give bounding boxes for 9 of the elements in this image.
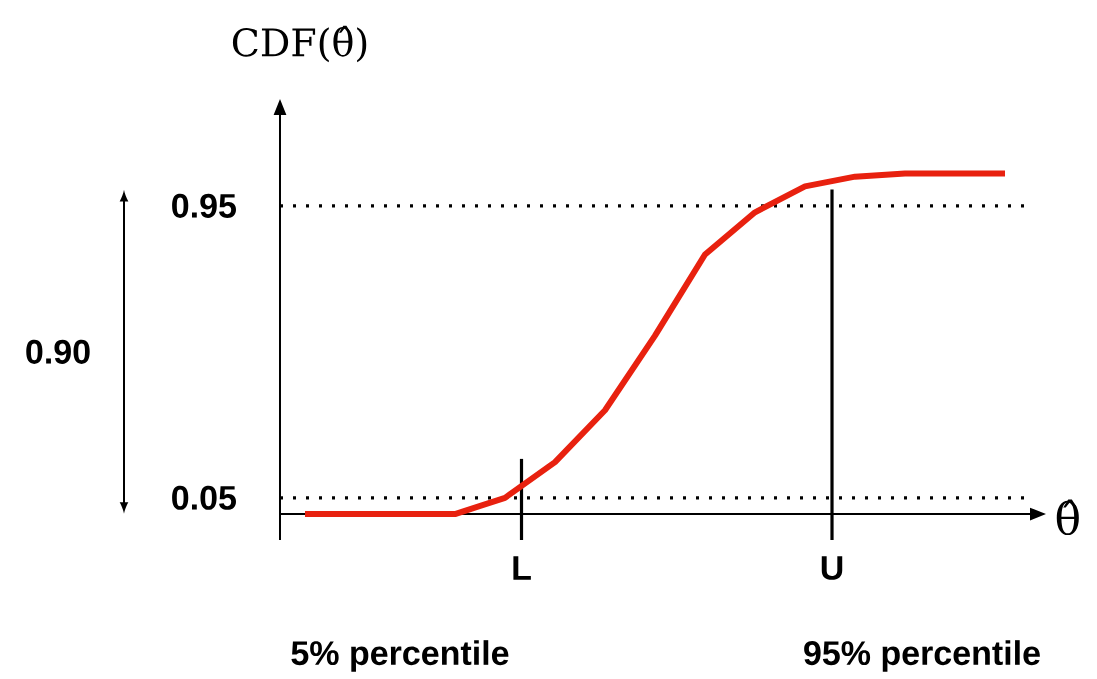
- x-axis-title: θ̂: [1056, 499, 1079, 536]
- text: U: [821, 556, 843, 581]
- text: L: [513, 556, 531, 580]
- y-tick-label: 0.95: [172, 194, 236, 219]
- text: 0.90: [26, 340, 90, 365]
- text: 95% percentile: [804, 640, 1040, 673]
- chart-title: CDF(θ̂): [232, 26, 367, 63]
- y-tick-label: 0.05: [172, 486, 236, 511]
- text: 5% percentile: [291, 640, 509, 673]
